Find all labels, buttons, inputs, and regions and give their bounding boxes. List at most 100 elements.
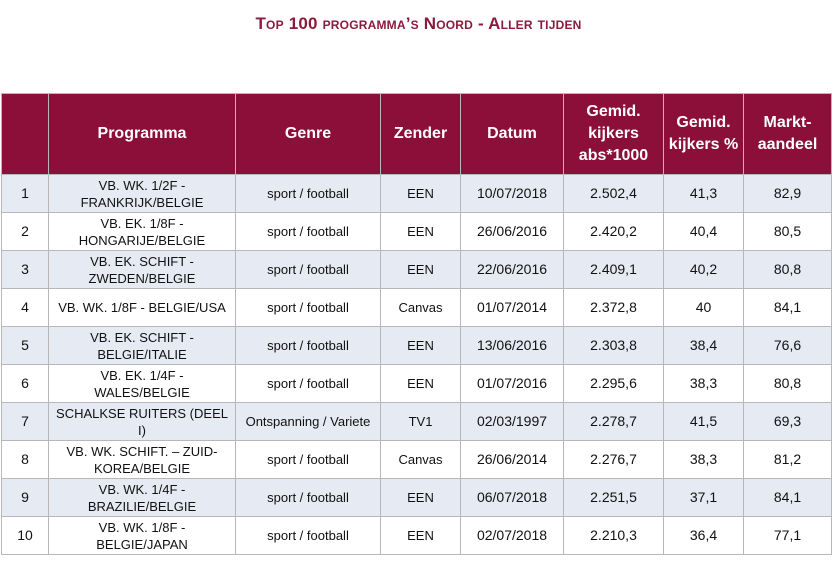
cell-pct: 37,1 (663, 478, 744, 517)
cell-datum: 26/06/2014 (460, 440, 564, 479)
cell-rank: 4 (1, 288, 49, 327)
page-title: Top 100 programma’s Noord - Aller tijden (255, 14, 582, 33)
header-genre: Genre (235, 93, 381, 175)
table-row: 5 VB. EK. SCHIFT - BELGIE/ITALIE sport / f… (1, 326, 832, 365)
cell-rank: 3 (1, 250, 49, 289)
cell-markt: 81,2 (743, 440, 832, 479)
cell-datum: 10/07/2018 (460, 174, 564, 213)
cell-markt: 84,1 (743, 288, 832, 327)
cell-genre: sport / football (235, 288, 381, 327)
table-row: 1 VB. WK. 1/2F - FRANKRIJK/BELGIE sport / … (1, 174, 832, 213)
cell-programma: SCHALKSE RUITERS (DEEL I) (48, 402, 236, 441)
cell-programma: VB. EK. 1/4F - WALES/BELGIE (48, 364, 236, 403)
cell-abs: 2.210,3 (563, 516, 664, 555)
cell-datum: 02/07/2018 (460, 516, 564, 555)
cell-datum: 01/07/2016 (460, 364, 564, 403)
cell-rank: 7 (1, 402, 49, 441)
cell-zender: EEN (380, 174, 461, 213)
cell-programma: VB. WK. 1/4F - BRAZILIE/BELGIE (48, 478, 236, 517)
cell-abs: 2.409,1 (563, 250, 664, 289)
cell-zender: EEN (380, 478, 461, 517)
header-pct: Gemid. kijkers % (663, 93, 744, 175)
cell-pct: 38,3 (663, 364, 744, 403)
cell-programma: VB. WK. 1/8F - BELGIE/USA (48, 288, 236, 327)
cell-zender: EEN (380, 364, 461, 403)
cell-programma: VB. EK. 1/8F - HONGARIJE/BELGIE (48, 212, 236, 251)
cell-zender: EEN (380, 250, 461, 289)
table-row: 8 VB. WK. SCHIFT. – ZUID-KOREA/BELGIE spor… (1, 440, 832, 479)
cell-zender: Canvas (380, 440, 461, 479)
cell-programma: VB. EK. SCHIFT - ZWEDEN/BELGIE (48, 250, 236, 289)
header-programma: Programma (48, 93, 236, 175)
header-abs: Gemid. kijkers abs*1000 (563, 93, 664, 175)
cell-zender: EEN (380, 212, 461, 251)
cell-datum: 01/07/2014 (460, 288, 564, 327)
cell-datum: 02/03/1997 (460, 402, 564, 441)
cell-zender: Canvas (380, 288, 461, 327)
cell-pct: 40 (663, 288, 744, 327)
cell-markt: 80,8 (743, 364, 832, 403)
table-row: 7 SCHALKSE RUITERS (DEEL I) Ontspanning / … (1, 402, 832, 441)
cell-genre: sport / football (235, 326, 381, 365)
cell-datum: 06/07/2018 (460, 478, 564, 517)
cell-markt: 84,1 (743, 478, 832, 517)
cell-programma: VB. WK. 1/8F - BELGIE/JAPAN (48, 516, 236, 555)
cell-genre: sport / football (235, 364, 381, 403)
header-row: Programma Genre Zender Datum Gemid. kijk… (1, 93, 832, 175)
cell-programma: VB. WK. SCHIFT. – ZUID-KOREA/BELGIE (48, 440, 236, 479)
cell-pct: 38,3 (663, 440, 744, 479)
cell-rank: 9 (1, 478, 49, 517)
cell-genre: sport / football (235, 174, 381, 213)
cell-markt: 69,3 (743, 402, 832, 441)
cell-pct: 38,4 (663, 326, 744, 365)
cell-programma: VB. EK. SCHIFT - BELGIE/ITALIE (48, 326, 236, 365)
header-markt: Markt-aandeel (743, 93, 832, 175)
table-row: 6 VB. EK. 1/4F - WALES/BELGIE sport / foot… (1, 364, 832, 403)
cell-pct: 40,4 (663, 212, 744, 251)
cell-abs: 2.276,7 (563, 440, 664, 479)
cell-abs: 2.420,2 (563, 212, 664, 251)
cell-pct: 41,5 (663, 402, 744, 441)
cell-genre: sport / football (235, 440, 381, 479)
table-row: 4 VB. WK. 1/8F - BELGIE/USA sport / footba… (1, 288, 832, 327)
cell-genre: Ontspanning / Variete (235, 402, 381, 441)
cell-abs: 2.303,8 (563, 326, 664, 365)
cell-datum: 26/06/2016 (460, 212, 564, 251)
cell-markt: 76,6 (743, 326, 832, 365)
table-row: 3 VB. EK. SCHIFT - ZWEDEN/BELGIE sport / f… (1, 250, 832, 289)
cell-markt: 77,1 (743, 516, 832, 555)
header-rank (1, 93, 49, 175)
cell-genre: sport / football (235, 212, 381, 251)
cell-zender: EEN (380, 326, 461, 365)
cell-rank: 5 (1, 326, 49, 365)
header-zender: Zender (380, 93, 461, 175)
table-row: 2 VB. EK. 1/8F - HONGARIJE/BELGIE sport / … (1, 212, 832, 251)
cell-abs: 2.278,7 (563, 402, 664, 441)
cell-abs: 2.295,6 (563, 364, 664, 403)
cell-genre: sport / football (235, 478, 381, 517)
cell-pct: 41,3 (663, 174, 744, 213)
cell-abs: 2.251,5 (563, 478, 664, 517)
cell-rank: 8 (1, 440, 49, 479)
cell-markt: 82,9 (743, 174, 832, 213)
cell-abs: 2.502,4 (563, 174, 664, 213)
top100-table: Programma Genre Zender Datum Gemid. kijk… (1, 93, 832, 555)
cell-pct: 36,4 (663, 516, 744, 555)
cell-rank: 10 (1, 516, 49, 555)
cell-genre: sport / football (235, 516, 381, 555)
cell-abs: 2.372,8 (563, 288, 664, 327)
cell-rank: 6 (1, 364, 49, 403)
header-datum: Datum (460, 93, 564, 175)
cell-genre: sport / football (235, 250, 381, 289)
cell-datum: 22/06/2016 (460, 250, 564, 289)
cell-zender: EEN (380, 516, 461, 555)
cell-rank: 2 (1, 212, 49, 251)
cell-zender: TV1 (380, 402, 461, 441)
cell-pct: 40,2 (663, 250, 744, 289)
cell-markt: 80,8 (743, 250, 832, 289)
cell-rank: 1 (1, 174, 49, 213)
cell-markt: 80,5 (743, 212, 832, 251)
cell-programma: VB. WK. 1/2F - FRANKRIJK/BELGIE (48, 174, 236, 213)
table-row: 9 VB. WK. 1/4F - BRAZILIE/BELGIE sport / f… (1, 478, 832, 517)
cell-datum: 13/06/2016 (460, 326, 564, 365)
